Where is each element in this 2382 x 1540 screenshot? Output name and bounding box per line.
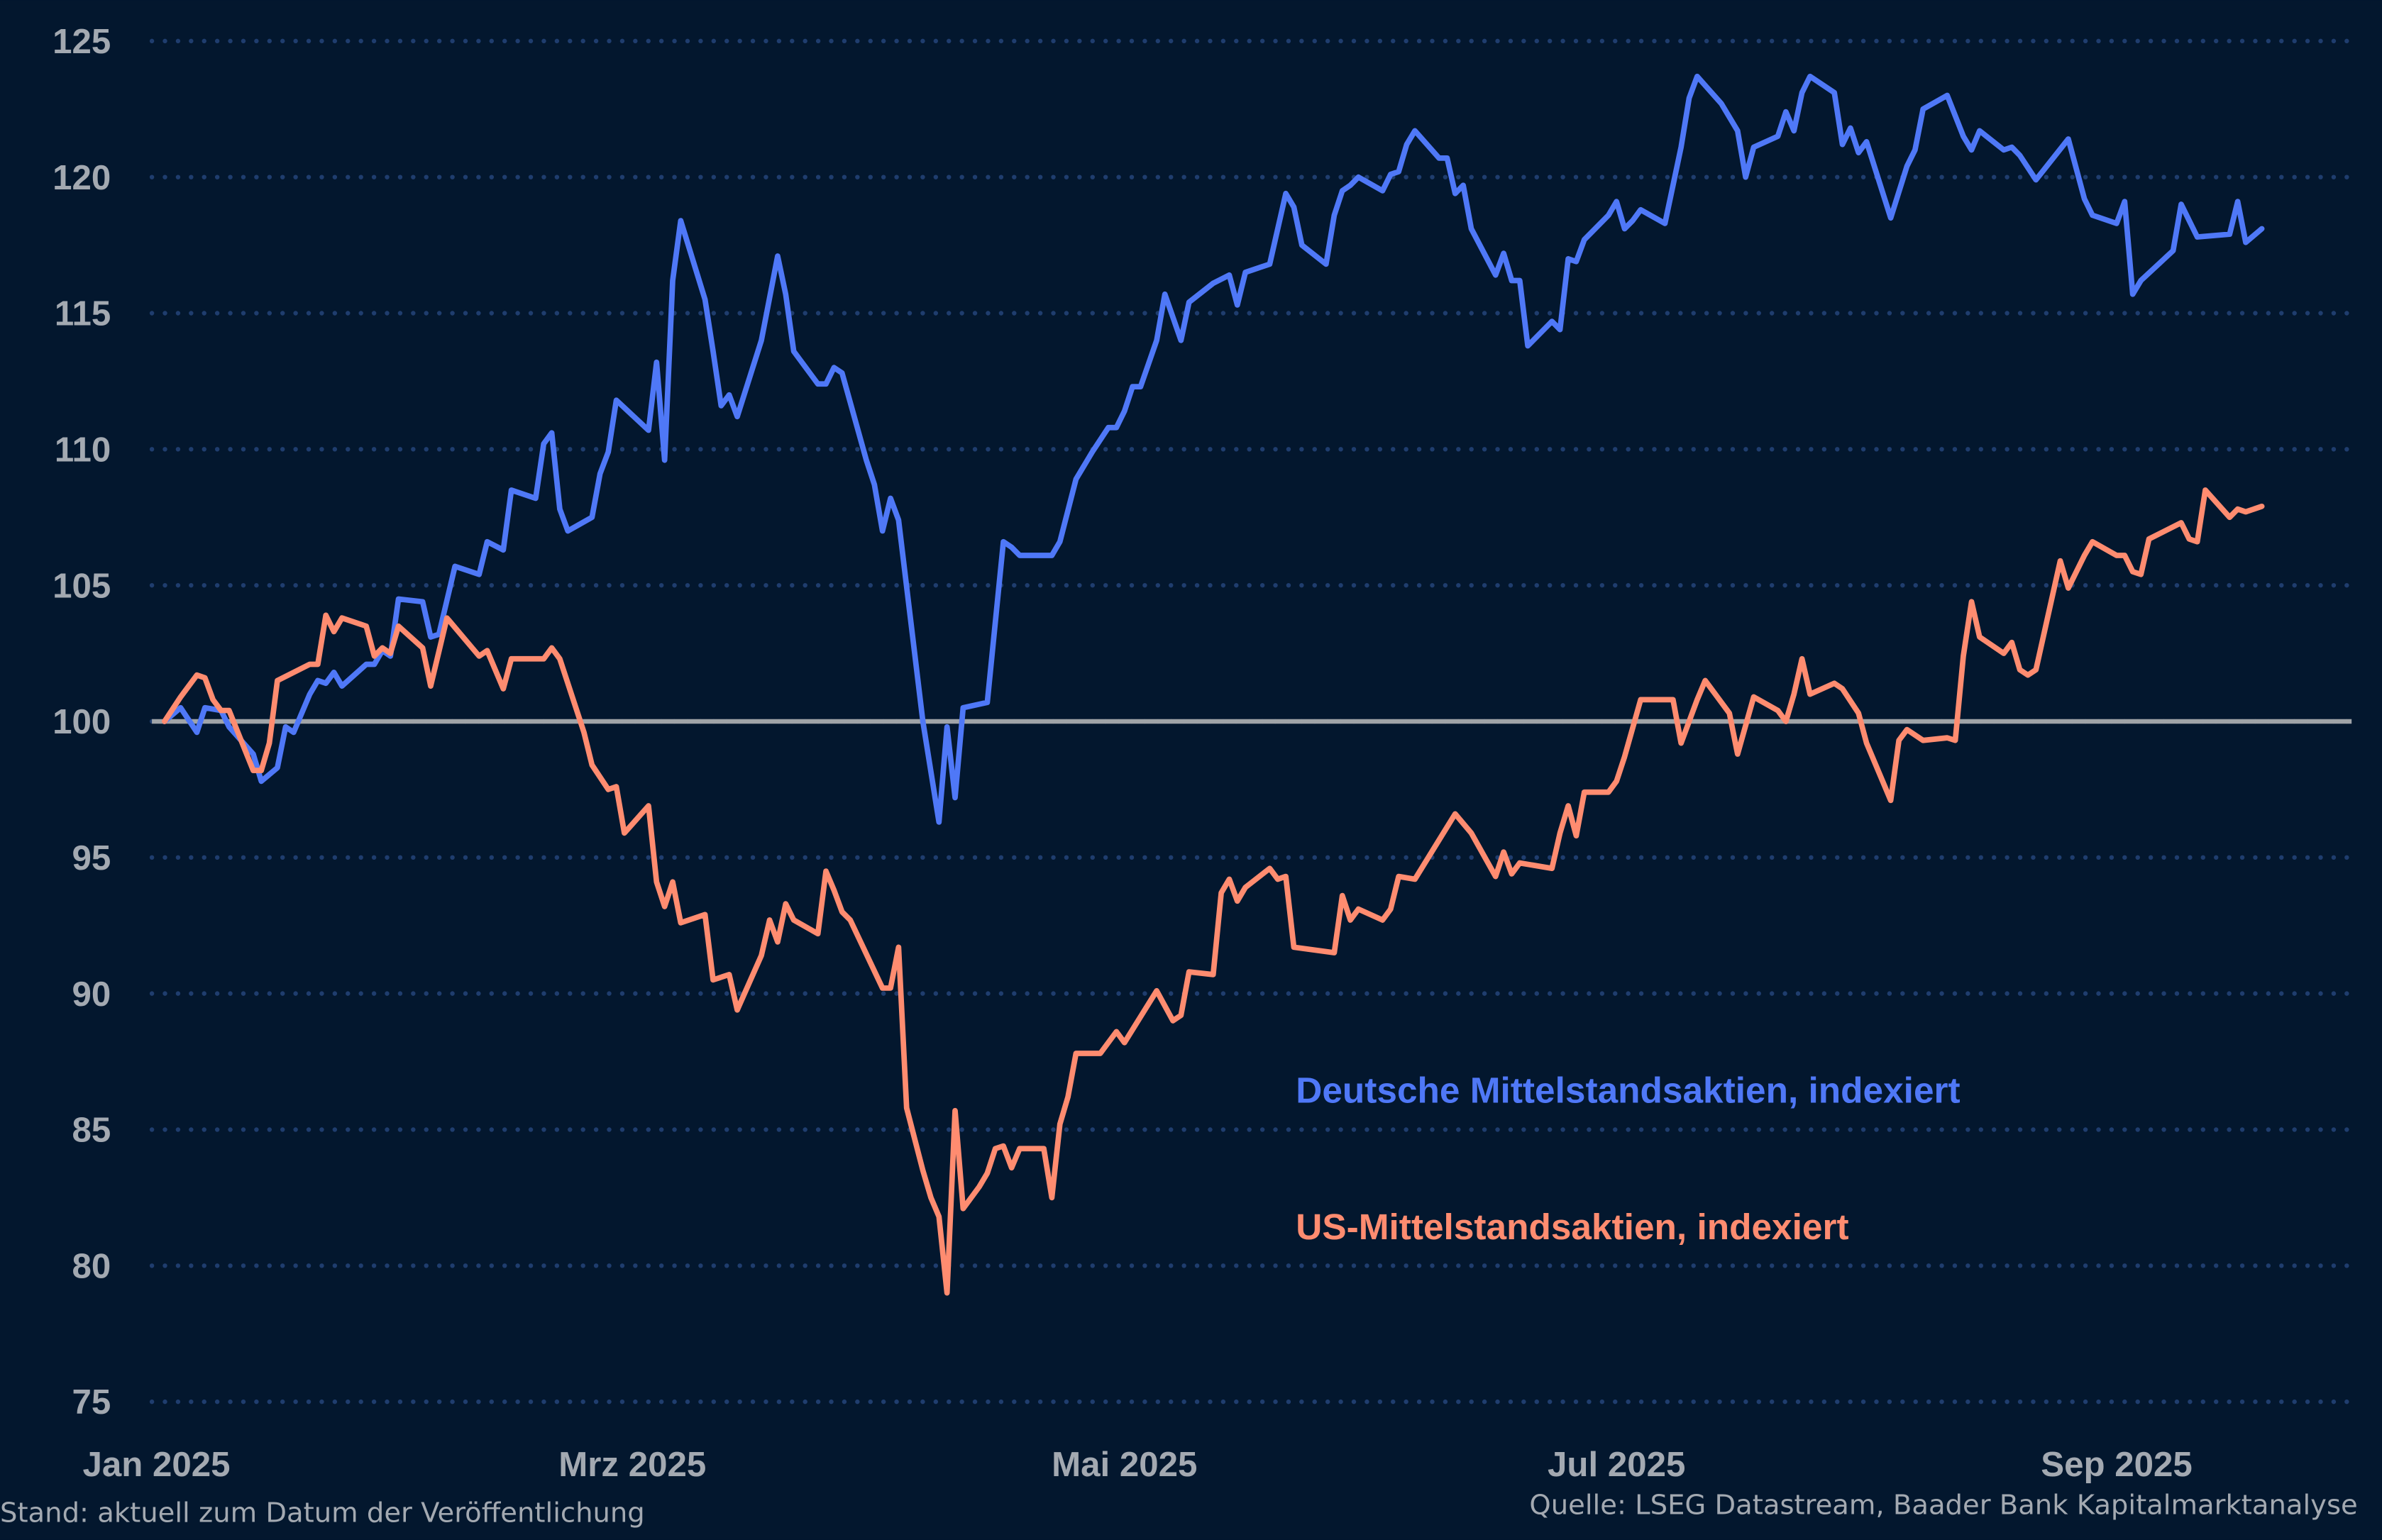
x-tick-label: Sep 2025 xyxy=(2041,1445,2193,1484)
y-tick-label: 110 xyxy=(55,430,111,469)
y-tick-label: 125 xyxy=(53,22,111,61)
x-tick-label: Jul 2025 xyxy=(1548,1445,1685,1484)
footer-stand: Stand: aktuell zum Datum der Veröffentli… xyxy=(0,1497,645,1529)
y-tick-label: 115 xyxy=(55,294,111,333)
x-tick-label: Mrz 2025 xyxy=(558,1445,706,1484)
y-tick-label: 85 xyxy=(72,1111,111,1150)
footer-source: Quelle: LSEG Datastream, Baader Bank Kap… xyxy=(1529,1490,2357,1522)
x-tick-label: Jan 2025 xyxy=(82,1445,230,1484)
y-axis: 125 120 115 110 105 100 95 90 85 80 75 xyxy=(53,22,111,1422)
series-label-deutsche: Deutsche Mittelstandsaktien, indexiert xyxy=(1296,1069,1960,1110)
x-tick-label: Mai 2025 xyxy=(1052,1445,1197,1484)
y-tick-label: 100 xyxy=(53,702,111,741)
y-tick-label: 90 xyxy=(72,975,111,1014)
y-tick-label: 95 xyxy=(72,838,111,877)
y-tick-label: 75 xyxy=(72,1383,111,1422)
y-tick-label: 80 xyxy=(72,1246,111,1285)
series-lines xyxy=(162,73,2265,1296)
series-label-us: US-Mittelstandsaktien, indexiert xyxy=(1296,1206,1848,1247)
x-axis: Jan 2025 Mrz 2025 Mai 2025 Jul 2025 Sep 2025 xyxy=(82,1445,2192,1484)
y-tick-label: 105 xyxy=(53,566,111,605)
series-line-deutsche xyxy=(162,73,2265,825)
y-tick-label: 120 xyxy=(53,158,111,197)
series-line-us xyxy=(162,487,2265,1296)
